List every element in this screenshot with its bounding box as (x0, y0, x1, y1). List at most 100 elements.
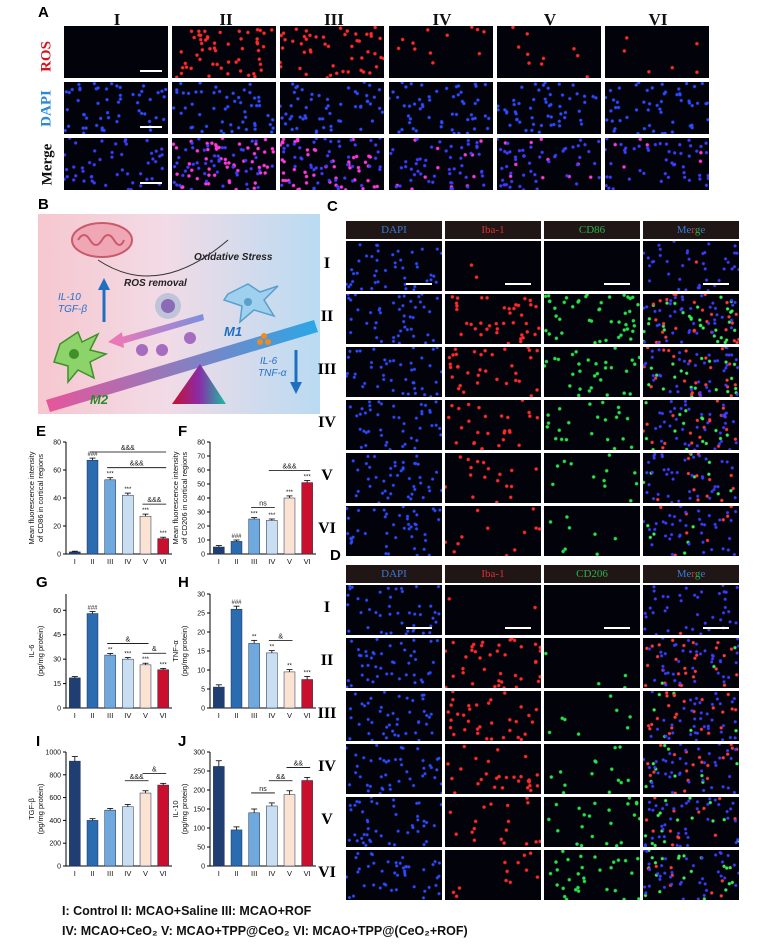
a-tile-r3-c1 (64, 138, 168, 190)
c-tile-r5-c2 (445, 453, 541, 503)
chart-f-sig-2: ### (231, 534, 242, 540)
legend-line-1: I: Control II: MCAO+Saline III: MCAO+ROF (62, 904, 312, 918)
d-tile-r3-c1 (346, 691, 442, 741)
chart-g-sig-3: ** (108, 647, 113, 653)
chart-g-ytick-label: 45 (53, 632, 61, 639)
chart-g-xtick-4: IV (124, 711, 131, 720)
chart-i-xtick-5: V (143, 869, 148, 878)
a-tile-r1-c4 (389, 26, 493, 78)
chart-i-bar-4 (122, 806, 134, 867)
m1-label: M1 (224, 324, 242, 339)
chart-g-bar-1 (69, 677, 81, 709)
chart-e-bracket-label-3: &&& (147, 497, 161, 504)
chart-i-xtick-3: III (107, 869, 113, 878)
chart-f-bar-5 (283, 497, 296, 555)
chart-j-ytick-label: 150 (193, 807, 205, 814)
chart-f-ylabel-2: of CD206 in cortical regions (180, 452, 189, 544)
a-tile-r2-c4 (389, 82, 493, 134)
chart-h-ytick-label: 30 (197, 592, 205, 599)
chart-i-ylabel-2: (pg/mg protein) (36, 783, 45, 834)
chart-h-ytick-label: 25 (197, 611, 205, 618)
a-row-merge: Merge (39, 143, 56, 186)
chart-i-bar-5 (139, 792, 152, 867)
d-scale-bar-c1 (406, 627, 432, 629)
c-tile-r6-c2 (445, 506, 541, 556)
chart-f-ylabel-1: Mean fluorescence intensity (172, 451, 180, 544)
d-tile-r4-c4 (643, 744, 739, 794)
chart-j-xtick-3: III (251, 869, 257, 878)
chart-j-xtick-4: IV (268, 869, 275, 878)
m2-label: M2 (90, 392, 109, 407)
d-tile-r1-c3 (544, 585, 640, 635)
a-col-3: III (324, 10, 344, 29)
d-tile-r6-c3 (544, 850, 640, 900)
chart-g-sig-5: *** (142, 657, 150, 663)
c-tile-r2-c3 (544, 294, 640, 344)
m2-microglia-icon (53, 330, 109, 385)
chart-f-xtick-3: III (251, 557, 257, 566)
d-tile-r2-c1 (346, 638, 442, 688)
c-tile-r3-c4 (643, 347, 739, 397)
chart-e-bar-4 (122, 494, 134, 555)
d-tile-r2-c4 (643, 638, 739, 688)
chart-h-xtick-1: I (218, 711, 220, 720)
c-tile-r6-c3 (544, 506, 640, 556)
a-tile-r2-c6 (605, 82, 709, 134)
d-row-label-2: II (320, 652, 334, 669)
c-tile-r4-c3 (544, 400, 640, 450)
chart-i-ytick-label: 800 (49, 772, 61, 779)
chart-j-xtick-1: I (218, 869, 220, 878)
d-tile-r3-c3 (544, 691, 640, 741)
chart-e-ylabel-1: Mean fluorescence intensity (28, 451, 36, 544)
chart-h-sig-4: ** (269, 645, 274, 651)
chart-j-ytick-label: 250 (193, 769, 205, 776)
d-tile-r4-c3 (544, 744, 640, 794)
panel-label-f: F (178, 423, 188, 440)
panel-label-c: C (327, 198, 338, 215)
c-header-dapi: DAPI (346, 221, 442, 239)
a-scale-bar-r1 (140, 70, 162, 72)
chart-h-sig-3: ** (252, 634, 257, 640)
c-scale-bar-c2 (505, 283, 531, 285)
chart-f-bar-6 (301, 482, 313, 555)
tnfa-label: TNF-α (258, 368, 287, 379)
chart-e-ytick-label: 60 (53, 468, 61, 475)
chart-e-bracket-label-1: &&& (121, 445, 135, 452)
c-tile-r6-c1 (346, 506, 442, 556)
chart-i-xtick-1: I (74, 869, 76, 878)
chart-j-xtick-2: II (234, 869, 238, 878)
chart-h: TNF-α (pg/mg protein) 0 5 10 15 20 25 30 I ### II **… (172, 592, 316, 720)
chart-g-xtick-6: VI (160, 711, 167, 720)
chart-f-sig-3: *** (251, 512, 259, 518)
c-scale-bar-c1 (406, 283, 432, 285)
ros-removal-label: ROS removal (124, 278, 187, 289)
a-tile-r3-c2 (172, 138, 276, 190)
d-tile-r6-c1 (346, 850, 442, 900)
legend-line-2: IV: MCAO+CeO₂ V: MCAO+TPP@CeO₂ VI: MCAO+… (62, 924, 468, 938)
chart-g-sig-4: *** (124, 652, 132, 658)
chart-h-bar-6 (301, 679, 313, 709)
d-tile-r6-c2 (445, 850, 541, 900)
c-tile-r2-c1 (346, 294, 442, 344)
d-header-iba-1: Iba-1 (445, 565, 541, 583)
chart-e-bar-1 (69, 551, 81, 555)
chart-j-bar-5 (283, 794, 296, 867)
chart-j-xtick-6: VI (304, 869, 311, 878)
chart-g: IL-6 (pg/mg protein) 0 15 30 45 60 I ### II ** III *… (28, 594, 172, 720)
chart-j-ytick-label: 300 (193, 750, 205, 757)
chart-f-ytick-label: 30 (197, 510, 205, 517)
chart-e-ylabel-2: of CD86 in cortical regions (36, 454, 45, 542)
chart-f-bracket-label-1: ns (259, 501, 267, 508)
chart-j-ytick-label: 200 (193, 788, 205, 795)
chart-f-xtick-2: II (234, 557, 238, 566)
d-tile-r1-c4 (643, 585, 739, 635)
a-tile-r2-c2 (172, 82, 276, 134)
chart-g-ytick-label: 0 (57, 706, 61, 713)
d-header-cd206: CD206 (544, 565, 640, 583)
chart-i-bracket-label-1: &&& (130, 774, 144, 781)
c-row-label-3: III (317, 361, 337, 378)
a-col-4: IV (432, 10, 452, 29)
chart-e-ytick-label: 0 (57, 552, 61, 559)
chart-e-sig-5: *** (142, 508, 150, 514)
il10-label: IL-10 (58, 292, 81, 303)
